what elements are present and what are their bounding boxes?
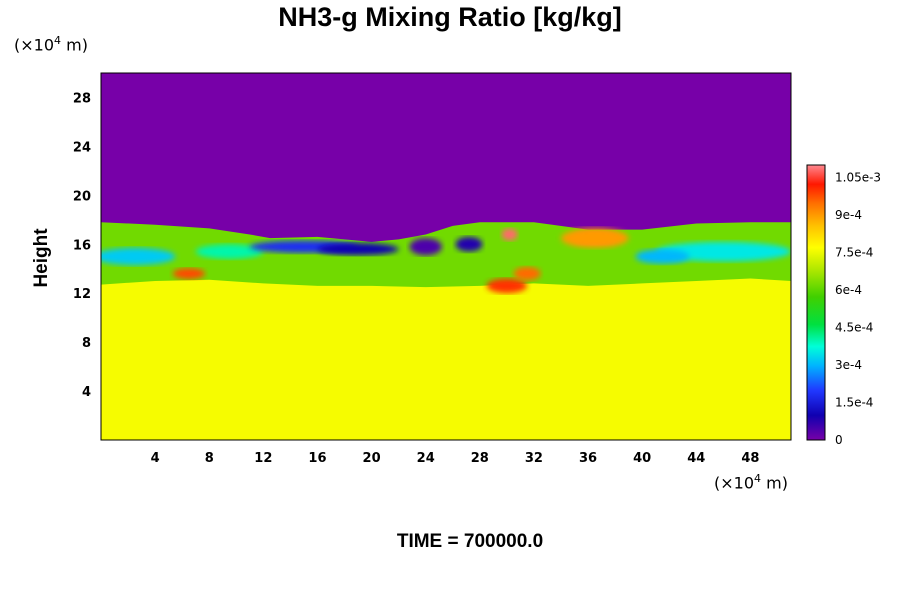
y-axis-ticks: 4 8 12 16 20 24 28 (73, 91, 91, 400)
field-feature (655, 241, 791, 262)
x-axis-unit: (×104 m) (714, 472, 788, 493)
field-feature (101, 247, 176, 266)
y-tick-label: 16 (73, 238, 91, 253)
x-tick-label: 48 (741, 451, 759, 466)
colorbar-tick-label: 4.5e-4 (835, 321, 873, 335)
colorbar-tick-label: 1.05e-3 (835, 171, 881, 185)
lower-layer (101, 278, 791, 440)
y-tick-label: 12 (73, 287, 91, 302)
x-tick-label: 4 (151, 451, 160, 466)
x-tick-label: 36 (579, 451, 597, 466)
x-tick-label: 32 (525, 451, 543, 466)
x-tick-label: 24 (417, 451, 435, 466)
colorbar-ticks: 0 1.5e-4 3e-4 4.5e-4 6e-4 7.5e-4 9e-4 1.05e-3 (835, 171, 881, 448)
field-feature (561, 228, 629, 248)
x-tick-label: 16 (308, 451, 326, 466)
y-tick-label: 24 (73, 140, 91, 155)
x-axis-ticks: 4 8 12 16 20 24 28 32 36 40 44 48 (151, 451, 760, 466)
field-feature (455, 236, 483, 252)
field-feature (486, 278, 528, 294)
colorbar-tick-label: 0 (835, 433, 843, 447)
x-tick-label: 20 (363, 451, 381, 466)
colorbar (806, 164, 826, 441)
field-feature (172, 268, 206, 280)
colorbar-tick-label: 7.5e-4 (835, 246, 873, 260)
y-tick-label: 4 (82, 385, 91, 400)
field-feature (317, 243, 399, 256)
time-annotation: TIME = 700000.0 (396, 531, 544, 552)
colorbar-tick-label: 3e-4 (835, 358, 862, 372)
y-axis-unit: (×104 m) (14, 34, 88, 55)
y-tick-label: 28 (73, 91, 91, 106)
plot-frame (100, 72, 792, 441)
x-tick-label: 28 (471, 451, 489, 466)
colorbar-tick-label: 1.5e-4 (835, 396, 873, 410)
chart-title: NH3-g Mixing Ratio [kg/kg] (278, 2, 622, 32)
x-tick-label: 40 (633, 451, 651, 466)
y-tick-label: 8 (82, 336, 91, 351)
x-tick-label: 8 (205, 451, 214, 466)
field-feature (513, 266, 541, 281)
colorbar-tick-label: 9e-4 (835, 208, 862, 222)
field-feature (635, 249, 690, 264)
x-tick-label: 44 (687, 451, 705, 466)
field-feature (501, 228, 518, 241)
colorbar-tick-label: 6e-4 (835, 283, 862, 297)
x-tick-label: 12 (254, 451, 272, 466)
y-tick-label: 20 (73, 189, 91, 204)
field-feature (409, 238, 442, 256)
plot-area (101, 73, 791, 440)
field-feature (195, 244, 264, 259)
